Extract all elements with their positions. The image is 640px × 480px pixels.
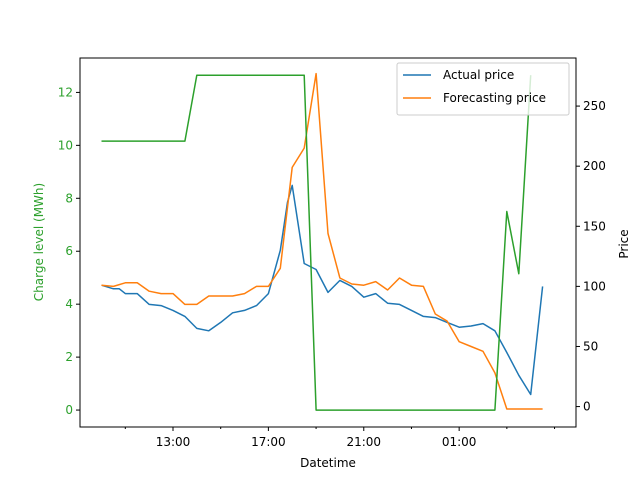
series-line-0	[101, 184, 544, 396]
x-axis-title: Datetime	[300, 456, 356, 470]
left-tick-label-4: 8	[65, 191, 73, 205]
left-axis-ticks: 0 2 4 6 8 10 12	[58, 85, 80, 417]
legend-box	[396, 62, 570, 116]
left-tick-label-2: 4	[65, 297, 73, 311]
x-tick-label-0: 13:00	[156, 435, 191, 449]
right-axis-ticks: 0 50 100 150 200 250	[576, 99, 606, 414]
left-tick-label-3: 6	[65, 244, 73, 258]
right-tick-label-2: 100	[583, 279, 606, 293]
legend-label-forecast: Forecasting price	[443, 91, 546, 105]
chart-marks	[101, 72, 544, 411]
left-tick-label-1: 2	[65, 350, 73, 364]
x-tick-label-3: 01:00	[442, 435, 477, 449]
left-tick-label-5: 10	[58, 138, 73, 152]
right-axis-title: Price	[617, 229, 631, 258]
left-tick-label-6: 12	[58, 85, 73, 99]
right-tick-label-3: 150	[583, 219, 606, 233]
plot-frame	[79, 57, 577, 428]
series-line-2	[101, 74, 532, 411]
x-tick-label-1: 17:00	[251, 435, 286, 449]
legend-label-actual: Actual price	[443, 68, 514, 82]
right-tick-label-0: 0	[583, 400, 591, 414]
x-axis-ticks: 13:00 17:00 21:00 01:00	[124, 427, 556, 449]
right-tick-label-1: 50	[583, 339, 598, 353]
x-tick-label-2: 21:00	[346, 435, 381, 449]
legend: Actual price Forecasting price	[396, 62, 570, 116]
left-tick-label-0: 0	[65, 403, 73, 417]
series-line-1	[101, 72, 543, 410]
right-tick-label-4: 200	[583, 159, 606, 173]
left-axis-title: Charge level (MWh)	[32, 183, 46, 301]
right-tick-label-5: 250	[583, 99, 606, 113]
